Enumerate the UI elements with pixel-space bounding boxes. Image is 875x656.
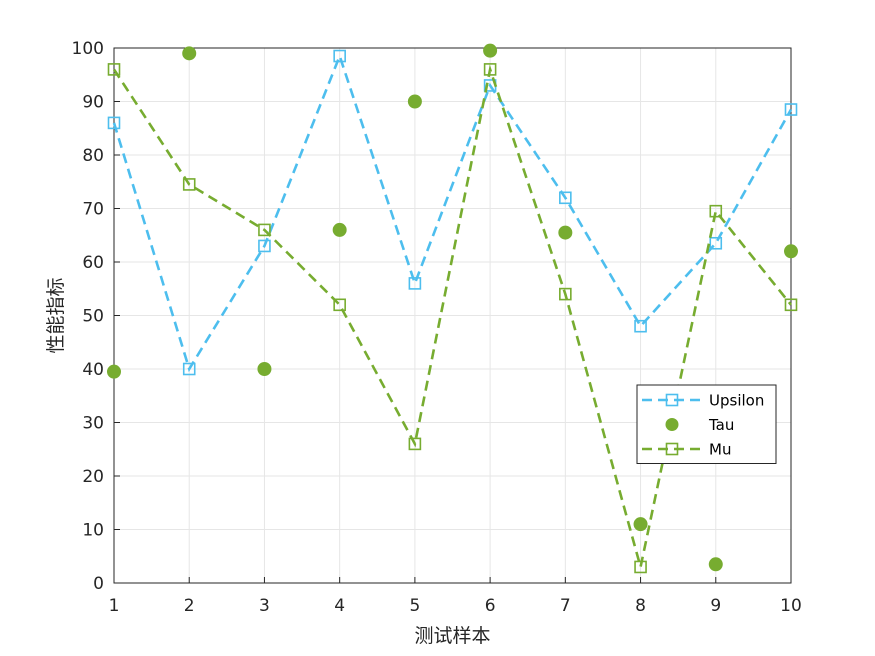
data-point [182, 46, 197, 61]
data-point [709, 204, 723, 218]
data-point [258, 223, 271, 237]
x-axis-title: 测试样本 [414, 625, 490, 647]
data-point [333, 49, 346, 63]
data-point [559, 191, 572, 205]
data-point [107, 364, 121, 379]
y-tick-label: 80 [82, 146, 104, 166]
y-tick-label: 50 [82, 307, 104, 327]
x-tick-label: 2 [184, 596, 195, 616]
x-tick-label: 9 [710, 596, 721, 616]
series-upsilon [107, 49, 798, 376]
x-tick-label: 1 [109, 596, 120, 616]
legend-marker [665, 418, 679, 431]
y-tick-label: 30 [82, 414, 104, 434]
data-point [332, 222, 347, 237]
x-tick-label: 4 [334, 596, 345, 616]
y-tick-label: 60 [82, 253, 104, 273]
data-point [784, 103, 798, 116]
legend-marker [665, 393, 679, 407]
y-axis-title: 性能指标 [45, 277, 67, 353]
data-point [559, 287, 572, 301]
x-tick-label: 6 [485, 596, 496, 616]
legend: Upsilon Tau Mu [636, 384, 777, 464]
data-point [634, 560, 647, 574]
data-point [784, 298, 798, 312]
data-point [107, 63, 121, 76]
x-tick-label: 3 [259, 596, 270, 616]
grid [113, 47, 792, 584]
data-point [408, 437, 422, 451]
y-tick-label: 70 [82, 200, 104, 220]
legend-item-tau: Tau [665, 416, 734, 434]
x-tick-label: 5 [409, 596, 420, 616]
data-point [483, 43, 498, 58]
x-tick-label: 7 [560, 596, 571, 616]
data-point [182, 362, 196, 376]
series-line [112, 52, 793, 373]
y-tick-label: 10 [82, 521, 104, 541]
legend-marker [665, 442, 679, 456]
data-point [634, 319, 647, 333]
data-point [407, 94, 422, 109]
data-point [333, 298, 346, 312]
legend-label: Tau [708, 416, 734, 434]
data-point [483, 63, 497, 76]
series-tau [107, 43, 798, 572]
data-point [107, 116, 121, 130]
data-point [257, 362, 272, 376]
legend-item-upsilon: Upsilon [642, 392, 764, 410]
data-point [784, 244, 798, 259]
legend-box [636, 384, 777, 464]
y-tick-label: 40 [82, 360, 104, 380]
data-point [708, 557, 723, 572]
data-point [709, 236, 723, 250]
y-tick-label: 20 [82, 467, 104, 487]
data-point [408, 277, 422, 290]
axes-box [113, 47, 792, 584]
legend-label: Upsilon [709, 392, 764, 410]
data-point [633, 517, 648, 532]
legend-item-mu: Mu [642, 441, 731, 459]
data-point [182, 178, 196, 191]
y-tick-label: 0 [93, 574, 104, 594]
y-tick-label: 100 [72, 39, 104, 59]
x-tick-label: 10 [780, 596, 802, 616]
legend-label: Mu [709, 441, 731, 459]
x-tick-label: 8 [635, 596, 646, 616]
data-point [258, 239, 271, 253]
y-tick-label: 90 [82, 93, 104, 113]
data-point [558, 225, 573, 240]
